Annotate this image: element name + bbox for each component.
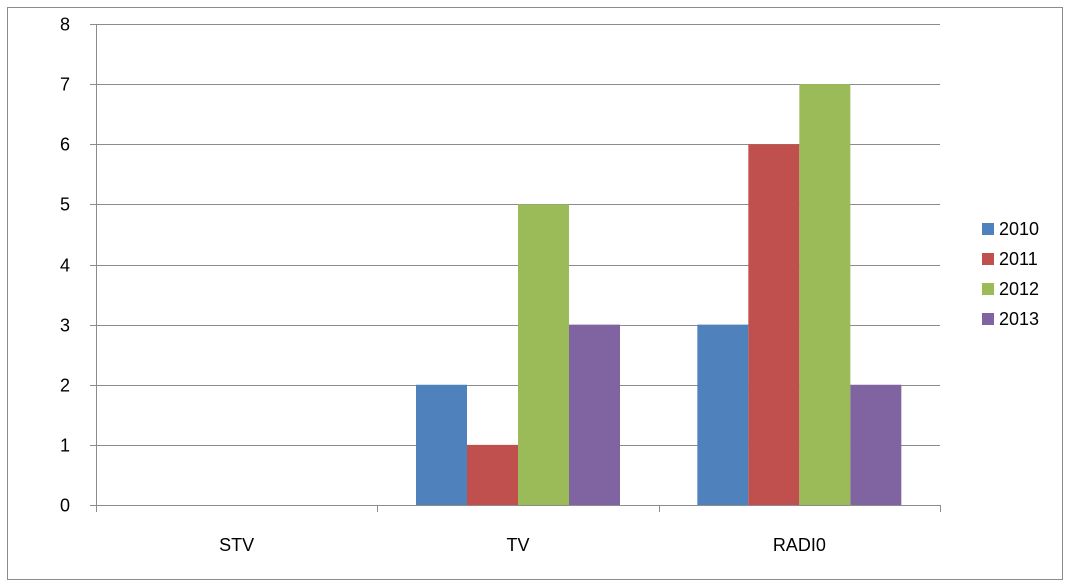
bar-2013-radi0 bbox=[850, 384, 902, 505]
y-tick-label: 1 bbox=[60, 436, 70, 456]
legend-label: 2010 bbox=[999, 219, 1039, 239]
bar-2013-tv bbox=[569, 324, 620, 505]
bar-2011-radi0 bbox=[748, 144, 800, 505]
y-tick-label: 4 bbox=[60, 256, 70, 276]
legend-swatch bbox=[982, 283, 994, 295]
y-tick-label: 5 bbox=[60, 195, 70, 215]
y-tick-label: 7 bbox=[60, 75, 70, 95]
bar-2010-radi0 bbox=[697, 324, 749, 505]
bar-2011-tv bbox=[467, 444, 518, 505]
axes bbox=[90, 24, 941, 512]
legend-label: 2012 bbox=[999, 279, 1039, 299]
legend-label: 2013 bbox=[999, 309, 1039, 329]
x-category-labels: STV TV RADI0 bbox=[219, 535, 826, 555]
y-tick-label: 0 bbox=[60, 496, 70, 516]
x-category-label: RADI0 bbox=[773, 535, 826, 555]
bar-2010-tv bbox=[416, 384, 467, 505]
y-tick-label: 2 bbox=[60, 376, 70, 396]
bar-2012-tv bbox=[518, 204, 569, 505]
legend-swatch bbox=[982, 253, 994, 265]
y-tick-label: 3 bbox=[60, 316, 70, 336]
x-category-label: STV bbox=[219, 535, 254, 555]
bar-2012-radi0 bbox=[799, 84, 851, 505]
legend: 2010 2011 2012 2013 bbox=[982, 219, 1039, 329]
legend-swatch bbox=[982, 313, 994, 325]
legend-swatch bbox=[982, 223, 994, 235]
y-tick-label: 8 bbox=[60, 15, 70, 35]
y-tick-labels: 0 1 2 3 4 5 6 7 8 bbox=[60, 15, 70, 516]
y-tick-label: 6 bbox=[60, 135, 70, 155]
legend-label: 2011 bbox=[999, 249, 1038, 269]
bars bbox=[416, 84, 902, 505]
x-category-label: TV bbox=[506, 535, 529, 555]
